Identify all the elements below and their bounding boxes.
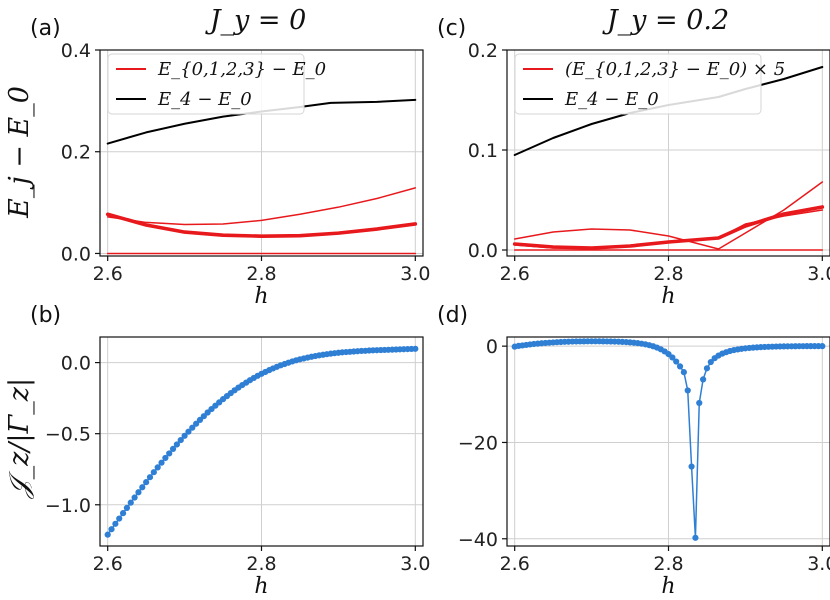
legend-label: (E_{0,1,2,3} − E_0) × 5	[565, 59, 785, 80]
data-point	[692, 534, 699, 541]
y-tick-label: −40	[458, 529, 498, 551]
data-point	[181, 432, 188, 439]
data-point	[412, 345, 419, 352]
data-point	[135, 489, 142, 496]
x-tick-label: 2.6	[93, 553, 123, 575]
data-point	[673, 358, 680, 365]
data-point	[200, 413, 207, 420]
series-line-2	[105, 212, 418, 238]
data-point	[162, 454, 169, 462]
legend-box	[514, 53, 762, 115]
panel-b: 2.6 2.8 3.0 −1.0 −0.5 0.0 h (b)	[30, 303, 430, 599]
legend-label: E_{0,1,2,3} − E_0	[157, 59, 326, 80]
panel-label: (d)	[437, 303, 468, 328]
legend-label: E_4 − E_0	[157, 89, 252, 110]
data-point	[127, 499, 134, 506]
data-point	[696, 399, 703, 407]
data-point	[707, 358, 714, 366]
y-tick-label: −1.0	[45, 495, 91, 517]
data-point	[688, 463, 695, 470]
x-tick-label: 2.8	[653, 553, 683, 575]
y-tick-label: 0.4	[61, 40, 91, 62]
data-point	[146, 474, 154, 481]
legend-label: E_4 − E_0	[564, 89, 659, 110]
data-point	[116, 515, 123, 522]
data-point	[680, 369, 687, 376]
data-point	[166, 450, 173, 457]
x-axis-label: h	[661, 284, 675, 309]
x-tick-label: 3.0	[400, 263, 430, 285]
data-point	[154, 464, 161, 471]
title-panel-a: J_y = 0	[205, 5, 307, 36]
x-tick-label: 2.8	[246, 263, 276, 285]
data-point	[819, 343, 826, 350]
data-point	[119, 510, 127, 517]
legend: E_{0,1,2,3} − E_0 E_4 − E_0	[107, 53, 326, 115]
x-tick-label: 3.0	[400, 553, 430, 575]
panel-d: 2.6 2.8 3.0 −40 −20 0 h (d)	[437, 303, 830, 599]
data-point	[108, 526, 115, 533]
x-tick-label: 2.6	[500, 263, 530, 285]
y-tick-label: 0	[486, 336, 498, 358]
panel-c: 2.6 2.8 3.0 0.0 0.1 0.2 h (c) (E_{0,1,2,3} − E_0…	[437, 16, 830, 309]
data-point	[196, 416, 204, 423]
legend-box	[107, 53, 305, 115]
data-point	[676, 363, 684, 370]
panel-label: (c)	[437, 16, 466, 41]
x-axis-label: h	[661, 574, 675, 599]
data-point	[177, 436, 184, 444]
data-point	[139, 484, 146, 491]
data-point	[193, 420, 200, 427]
data-point	[158, 459, 165, 466]
ylabel-bottom: 𝒥_z/|Γ_z|	[4, 378, 35, 500]
data-point	[189, 424, 196, 431]
x-tick-label: 2.6	[500, 553, 530, 575]
panel-label: (a)	[30, 16, 61, 41]
series-line-3	[512, 205, 825, 250]
y-tick-label: 0.0	[61, 353, 91, 375]
x-tick-label: 2.8	[246, 553, 276, 575]
y-tick-label: 0.0	[61, 243, 91, 265]
y-tick-label: 0.1	[468, 140, 498, 162]
y-tick-label: −20	[458, 432, 498, 454]
data-point	[131, 494, 138, 501]
data-point	[173, 441, 180, 448]
data-point	[112, 520, 119, 527]
y-tick-label: 0.2	[468, 40, 498, 62]
y-tick-label: 0.2	[61, 142, 91, 164]
data-point	[123, 504, 131, 511]
data-point	[150, 469, 157, 476]
x-tick-label: 3.0	[807, 263, 830, 285]
data-point	[684, 387, 691, 394]
data-point	[700, 376, 707, 383]
panel-label: (b)	[30, 303, 61, 328]
data-point	[104, 531, 111, 538]
y-tick-label: 0.0	[468, 240, 498, 262]
data-point	[169, 445, 177, 452]
ylabel-top: E_j − E_0	[4, 86, 35, 219]
x-tick-label: 2.6	[93, 263, 123, 285]
title-panel-c: J_y = 0.2	[602, 5, 729, 36]
series-line-1	[106, 187, 417, 226]
panel-a: 2.6 2.8 3.00.00.20.4h(a)E_{0,1,2,3} − E_0E…	[30, 16, 430, 309]
x-tick-label: 3.0	[807, 553, 830, 575]
x-axis-label: h	[254, 574, 268, 599]
data-point	[143, 479, 150, 486]
x-tick-label: 2.8	[653, 263, 683, 285]
data-point	[669, 354, 676, 361]
y-tick-label: −0.5	[45, 424, 91, 446]
data-point	[185, 428, 192, 435]
data-point	[703, 365, 711, 372]
legend: (E_{0,1,2,3} − E_0) × 5 E_4 − E_0	[514, 53, 785, 115]
x-axis-label: h	[254, 284, 268, 309]
